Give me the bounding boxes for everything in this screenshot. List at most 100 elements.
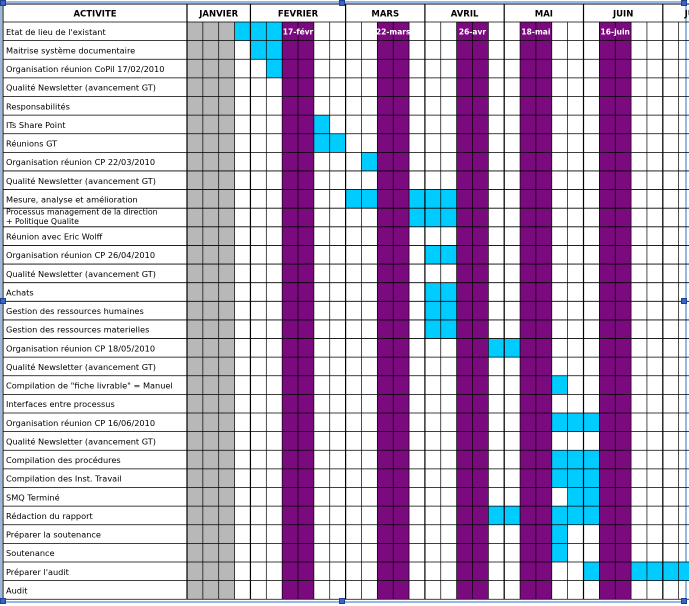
task-bar-cell [424,319,441,339]
task-label: Compilation de "fiche livrable" = Manuel [6,381,173,391]
month-header-4: AVRIL [451,10,479,20]
task-label: Organisation réunion CP 22/03/2010 [6,157,155,167]
task-label: Organisation réunion CP 18/05/2010 [6,343,155,353]
task-label: Gestion des ressources materielles [6,325,149,335]
task-bar-cell [266,59,283,78]
task-bar-cell [424,189,441,209]
task-label: Préparer l'audit [6,567,70,577]
task-label: SMQ Terminé [6,492,60,502]
task-label: Qualité Newsletter (avancement GT) [6,362,156,372]
task-bar-cell [583,468,600,488]
month-header-2: FEVRIER [278,10,319,20]
task-bar-cell [424,208,441,227]
task-bar-cell [424,245,441,265]
past-week-shading [187,22,203,600]
task-bar-cell [551,524,568,544]
task-label: Préparer la soutenance [6,530,101,540]
task-bar-cell [424,282,441,302]
milestone-label: 26-avr [459,28,486,37]
task-bar-cell [504,506,521,525]
resize-handle-bottom-left[interactable] [0,598,6,604]
task-label: Audit [6,585,28,595]
task-label: Organisation réunion CoPil 17/02/2010 [6,64,164,74]
task-label: Qualité Newsletter (avancement GT) [6,436,156,446]
resize-handle-top-middle[interactable] [339,0,345,6]
activity-column-header: ACTIVITE [73,10,116,20]
task-bar-cell [567,450,584,469]
task-bar-cell [250,22,267,41]
task-bar-cell [583,450,600,469]
task-label: Organisation réunion CP 26/04/2010 [6,250,155,260]
task-bar-cell [313,115,330,134]
milestone-label: 18-mai [521,28,550,37]
task-bar-cell [345,189,362,209]
task-bar-cell [440,282,457,302]
milestone-label: 16-juin [601,28,630,37]
resize-handle-middle-right[interactable] [681,298,687,304]
resize-handle-middle-left[interactable] [0,298,6,304]
task-bar-cell [583,506,600,525]
task-bar-cell [678,561,689,581]
month-header-1: JANVIER [198,10,238,20]
month-header-5: MAI [535,10,553,20]
task-bar-cell [567,487,584,507]
task-label: Rédaction du rapport [6,511,94,521]
month-header-6: JUIN [612,10,633,20]
task-bar-cell [551,413,568,432]
task-bar-cell [409,189,425,209]
resize-handle-top-left[interactable] [0,0,6,6]
task-label: Maitrise système documentaire [6,45,135,55]
task-bar-cell [440,301,457,320]
task-bar-cell [313,133,330,153]
task-bar-cell [266,22,283,41]
task-label: Compilation des Inst. Travail [6,474,122,484]
task-bar-cell [662,561,679,581]
task-bar-cell [583,487,600,507]
task-bar-cell [266,40,283,60]
task-label: ITs Share Point [6,120,66,130]
task-bar-cell [440,245,457,265]
task-label: Etat de lieu de l'existant [6,27,106,37]
task-bar-cell [567,506,584,525]
resize-handle-bottom-middle[interactable] [339,598,345,604]
task-label: Qualité Newsletter (avancement GT) [6,269,156,279]
resize-handle-top-right[interactable] [681,0,687,6]
task-bar-cell [234,22,251,41]
task-bar-cell [440,189,457,209]
task-label: Responsabilités [6,101,70,111]
task-bar-cell [631,561,647,581]
resize-handle-bottom-right[interactable] [681,598,687,604]
task-label: Soutenance [6,548,55,558]
past-week-shading [202,22,219,600]
milestone-label: 22-mars [376,28,411,37]
task-bar-cell [250,40,267,60]
month-header-7: JUILLET [684,10,689,20]
task-label: Mesure, analyse et amélioration [6,194,138,204]
task-bar-cell [567,468,584,488]
milestone-label: 17-févr [283,28,314,37]
task-bar-cell [551,543,568,562]
task-label: Organisation réunion CP 16/06/2010 [6,418,155,428]
task-bar-cell [551,375,568,395]
task-bar-cell [488,338,505,358]
task-bar-cell [551,450,568,469]
task-bar-cell [488,506,505,525]
task-bar-cell [646,561,663,581]
task-bar-cell [440,208,457,227]
task-bar-cell [551,468,568,488]
task-label: + Politique Qualite [6,217,79,226]
task-bar-cell [440,319,457,339]
task-bar-cell [424,301,441,320]
task-bar-cell [361,152,378,171]
task-label: Compilation des procédures [6,455,121,465]
task-bar-cell [329,133,346,153]
task-bar-cell [361,189,378,209]
past-week-shading [218,22,235,600]
month-header-3: MARS [371,10,399,20]
task-bar-cell [567,413,584,432]
task-label: Réunions GT [6,139,58,149]
task-label: Qualité Newsletter (avancement GT) [6,83,156,93]
task-bar-cell [583,413,600,432]
task-label: Gestion des ressources humaines [6,306,144,316]
